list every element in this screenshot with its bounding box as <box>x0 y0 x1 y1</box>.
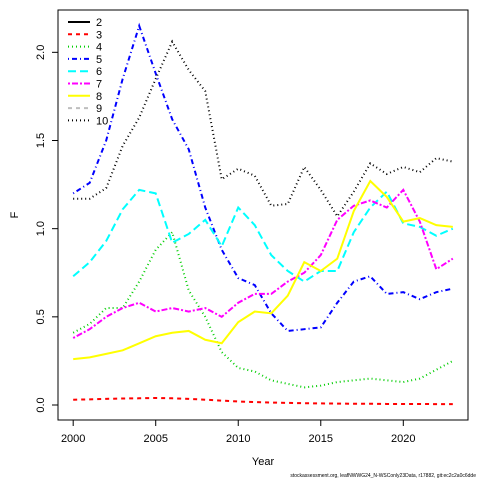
legend-label: 7 <box>96 79 102 91</box>
y-tick-label: 2.0 <box>35 45 47 60</box>
x-tick-label: 2015 <box>309 433 333 445</box>
x-tick-label: 2005 <box>143 433 167 445</box>
legend-label: 4 <box>96 42 102 54</box>
series-line <box>73 179 453 361</box>
x-tick-label: 2010 <box>226 433 250 445</box>
series-line <box>72 188 454 283</box>
x-tick-label: 2000 <box>61 433 85 445</box>
y-tick-label: 0.5 <box>35 309 47 324</box>
legend-label: 9 <box>96 103 102 115</box>
footer: stockassessment.org, leafNWWG24_N-WSConl… <box>290 473 476 479</box>
legend-label: 6 <box>96 66 102 78</box>
series-line <box>72 22 454 332</box>
y-tick-label: 1.0 <box>35 221 47 236</box>
legend-label: 3 <box>96 29 102 41</box>
x-axis-label: Year <box>252 456 275 468</box>
legend-label: 5 <box>96 54 102 66</box>
y-tick-label: 0.0 <box>35 397 47 412</box>
legend-label: 8 <box>96 91 102 103</box>
y-axis-label: F <box>9 211 21 218</box>
legend-label: 2 <box>96 17 102 29</box>
series-line <box>72 188 454 339</box>
y-tick-label: 1.5 <box>35 133 47 148</box>
plot-box <box>57 9 469 421</box>
series-line <box>73 39 454 219</box>
series-line <box>72 230 454 389</box>
series-line <box>73 396 453 406</box>
x-tick-label: 2020 <box>391 433 415 445</box>
legend-label: 10 <box>96 115 108 127</box>
